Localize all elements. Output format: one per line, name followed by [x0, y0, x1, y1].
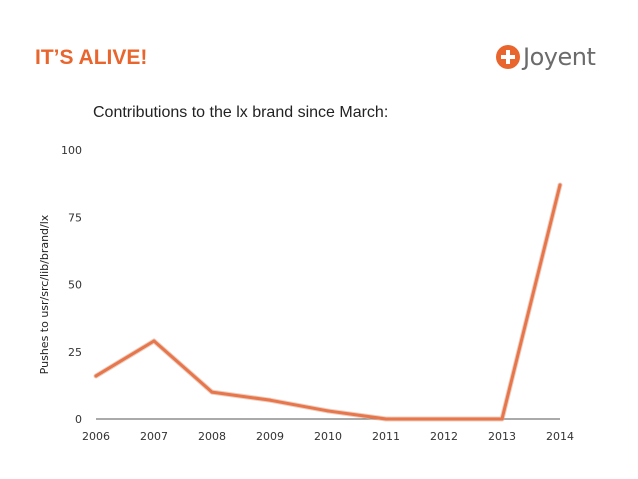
x-tick-label: 2011 [372, 430, 400, 443]
x-tick-label: 2008 [198, 430, 226, 443]
data-point [268, 398, 272, 402]
data-point [152, 339, 156, 343]
y-tick-label: 50 [68, 279, 82, 292]
data-point [500, 417, 504, 421]
y-tick-label: 75 [68, 211, 82, 224]
x-tick-label: 2010 [314, 430, 342, 443]
x-tick-label: 2013 [488, 430, 516, 443]
y-tick-label: 25 [68, 346, 82, 359]
y-tick-label: 0 [75, 413, 82, 426]
y-tick-label: 100 [61, 144, 82, 157]
logo-text: Joyent [523, 43, 596, 71]
x-tick-label: 2006 [82, 430, 110, 443]
data-point [210, 390, 214, 394]
x-tick-label: 2014 [546, 430, 574, 443]
series-line [94, 183, 562, 421]
data-point [326, 409, 330, 413]
x-tick-label: 2009 [256, 430, 284, 443]
data-point [558, 183, 562, 187]
chart-title: Contributions to the lx brand since Marc… [93, 104, 389, 121]
data-point [94, 374, 98, 378]
joyent-logo: Joyent [496, 40, 596, 74]
slide-title: IT’S ALIVE! [35, 46, 148, 69]
y-axis-label: Pushes to usr/src/lib/brand/lx [38, 214, 51, 374]
plus-circle-icon [496, 45, 520, 69]
x-tick-label: 2012 [430, 430, 458, 443]
data-point [442, 417, 446, 421]
x-tick-label: 2007 [140, 430, 168, 443]
series-line-shadow [93, 182, 563, 422]
data-point [384, 417, 388, 421]
